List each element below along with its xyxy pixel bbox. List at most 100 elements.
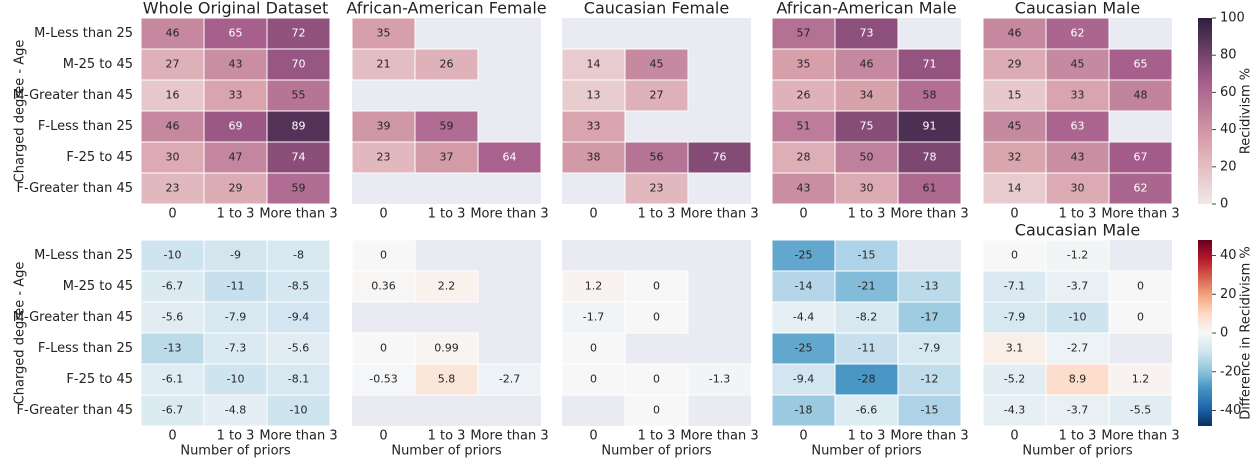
heatmap-cell — [834, 79, 899, 112]
cell-label: 76 — [713, 151, 727, 164]
cell-label: 43 — [797, 182, 811, 195]
panel-title: African-American Female — [346, 0, 546, 18]
heatmap-cell — [1108, 301, 1173, 334]
colorbar-tick-label: 60 — [1220, 85, 1237, 100]
heatmap-cell — [1108, 141, 1173, 174]
panel-title: Caucasian Male — [1015, 0, 1140, 18]
heatmap-cell — [203, 17, 268, 50]
heatmap-cell — [477, 363, 542, 396]
heatmap-cell — [1045, 17, 1110, 50]
y-axis-label: Charged degree - Age — [13, 262, 28, 405]
x-tick-label: More than 3 — [470, 429, 548, 444]
cell-label: -8.1 — [288, 373, 309, 386]
cell-label: -21 — [858, 280, 876, 293]
x-tick-label: More than 3 — [680, 207, 758, 222]
heatmap-cell — [351, 141, 416, 174]
heatmap-cell — [140, 363, 205, 396]
heatmap-cell — [687, 363, 752, 396]
heatmap-cell — [266, 301, 331, 334]
cell-label: 0 — [653, 373, 660, 386]
heatmap-cell — [897, 141, 962, 174]
x-tick-label: More than 3 — [680, 429, 758, 444]
heatmap-cell — [266, 332, 331, 365]
heatmap-cell — [561, 110, 626, 143]
heatmap-cell — [266, 17, 331, 50]
cell-label: -11 — [858, 342, 876, 355]
heatmap-cell — [624, 79, 689, 112]
cell-label: 15 — [1008, 89, 1022, 102]
colorbar-tick-label: 100 — [1220, 11, 1245, 26]
cell-label: -8.2 — [856, 311, 877, 324]
cell-label: 69 — [229, 120, 243, 133]
x-tick-label: 1 to 3 — [848, 429, 886, 444]
cell-label: 30 — [860, 182, 874, 195]
cell-label: 59 — [292, 182, 306, 195]
cell-label: 0 — [653, 280, 660, 293]
cell-label: -10 — [164, 249, 182, 262]
cell-label: 0 — [653, 404, 660, 417]
cell-label: -6.1 — [162, 373, 183, 386]
y-axis-label: Charged degree - Age — [13, 40, 28, 183]
cell-label: -18 — [795, 404, 813, 417]
cell-label: -9.4 — [288, 311, 309, 324]
y-tick-label: M-Less than 25 — [34, 248, 133, 263]
cell-label: 0 — [1137, 280, 1144, 293]
cell-label: -7.1 — [1004, 280, 1025, 293]
cell-label: 2.2 — [438, 280, 456, 293]
x-tick-label: 0 — [1010, 207, 1018, 222]
y-tick-label: M-25 to 45 — [63, 279, 133, 294]
heatmap-cell — [897, 79, 962, 112]
cell-label: 73 — [860, 27, 874, 40]
heatmap-cell — [897, 270, 962, 303]
cell-label: -3.7 — [1067, 404, 1088, 417]
y-tick-label: M-Less than 25 — [34, 26, 133, 41]
colorbar-tick-label: 40 — [1220, 248, 1237, 263]
heatmap-cell — [834, 394, 899, 427]
colorbar-tick-label: -40 — [1220, 403, 1241, 418]
heatmap-cell — [140, 394, 205, 427]
heatmap-cell — [1045, 48, 1110, 81]
y-tick-label: M-Greater than 45 — [13, 310, 133, 325]
cell-label: 33 — [587, 120, 601, 133]
heatmap-cell — [1045, 110, 1110, 143]
cell-label: 45 — [1008, 120, 1022, 133]
cell-label: -6.7 — [162, 280, 183, 293]
cell-label: -8.5 — [288, 280, 309, 293]
cell-label: 1.2 — [585, 280, 603, 293]
cell-label: 74 — [292, 151, 306, 164]
cell-label: 46 — [166, 27, 180, 40]
heatmap-cell — [203, 172, 268, 205]
cell-label: 0 — [590, 342, 597, 355]
colorbar-tick-label: 0 — [1220, 197, 1228, 212]
cell-label: -10 — [1069, 311, 1087, 324]
cell-label: 45 — [1071, 58, 1085, 71]
heatmap-cell — [624, 172, 689, 205]
heatmap-cell — [897, 172, 962, 205]
cell-label: 23 — [377, 151, 391, 164]
y-tick-label: F-Less than 25 — [38, 341, 133, 356]
heatmap-cell — [624, 363, 689, 396]
x-tick-label: 0 — [589, 207, 597, 222]
cell-label: 0 — [653, 311, 660, 324]
cell-label: -5.6 — [288, 342, 309, 355]
cell-label: -5.6 — [162, 311, 183, 324]
y-tick-label: F-Less than 25 — [38, 119, 133, 134]
cell-label: -17 — [921, 311, 939, 324]
cell-label: 13 — [587, 89, 601, 102]
cell-label: 33 — [1071, 89, 1085, 102]
heatmap-cell — [140, 270, 205, 303]
heatmap-cell — [624, 394, 689, 427]
cell-label: 45 — [650, 58, 664, 71]
colorbar-label: Recidivism % — [1239, 68, 1254, 154]
cell-label: -10 — [290, 404, 308, 417]
cell-label: -25 — [795, 249, 813, 262]
cell-label: 59 — [440, 120, 454, 133]
x-tick-label: 0 — [168, 207, 176, 222]
cell-label: -1.2 — [1067, 249, 1088, 262]
x-axis-label: Number of priors — [601, 444, 712, 459]
cell-label: -15 — [921, 404, 939, 417]
cell-label: -4.4 — [793, 311, 814, 324]
cell-label: -15 — [858, 249, 876, 262]
heatmap-cell — [561, 48, 626, 81]
heatmap-cell — [351, 270, 416, 303]
